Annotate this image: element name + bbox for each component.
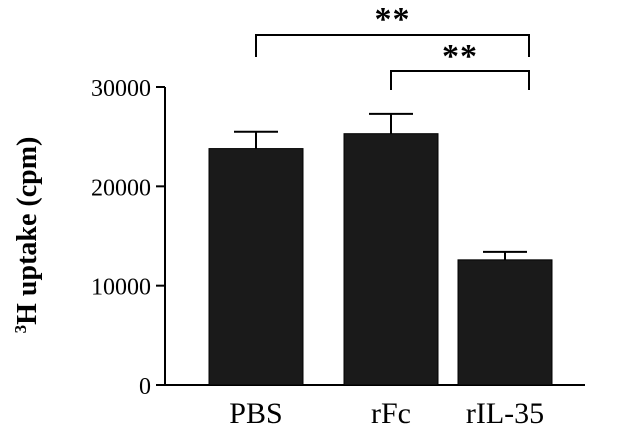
significance-bracket [390, 70, 530, 90]
y-tick-label: 30000 [91, 76, 151, 102]
y-tick-label: 0 [139, 374, 151, 400]
error-bars [234, 112, 527, 260]
x-category-label: PBS [229, 397, 282, 430]
y-tick-label: 10000 [91, 275, 151, 301]
bars [208, 133, 553, 386]
y-axis-title-superscript: 3 [11, 325, 30, 334]
bar-ril-35 [457, 259, 553, 386]
x-category-label: rIL-35 [466, 397, 544, 430]
significance-marker: ** [442, 38, 478, 75]
x-category-label: rFc [371, 397, 411, 430]
significance-bracket [255, 34, 530, 57]
significance-brackets: ** ** [255, 1, 530, 90]
y-tick-label: 20000 [91, 175, 151, 201]
bar-pbs [208, 148, 304, 386]
y-axis-title-main: H uptake (cpm) [12, 137, 43, 325]
bar-rfc [343, 133, 439, 386]
axes: 0 10000 20000 30000 PBS rFc rIL-35 [91, 76, 585, 430]
y-axis-title: 3H uptake (cpm) [11, 137, 43, 334]
significance-marker: ** [375, 1, 411, 38]
